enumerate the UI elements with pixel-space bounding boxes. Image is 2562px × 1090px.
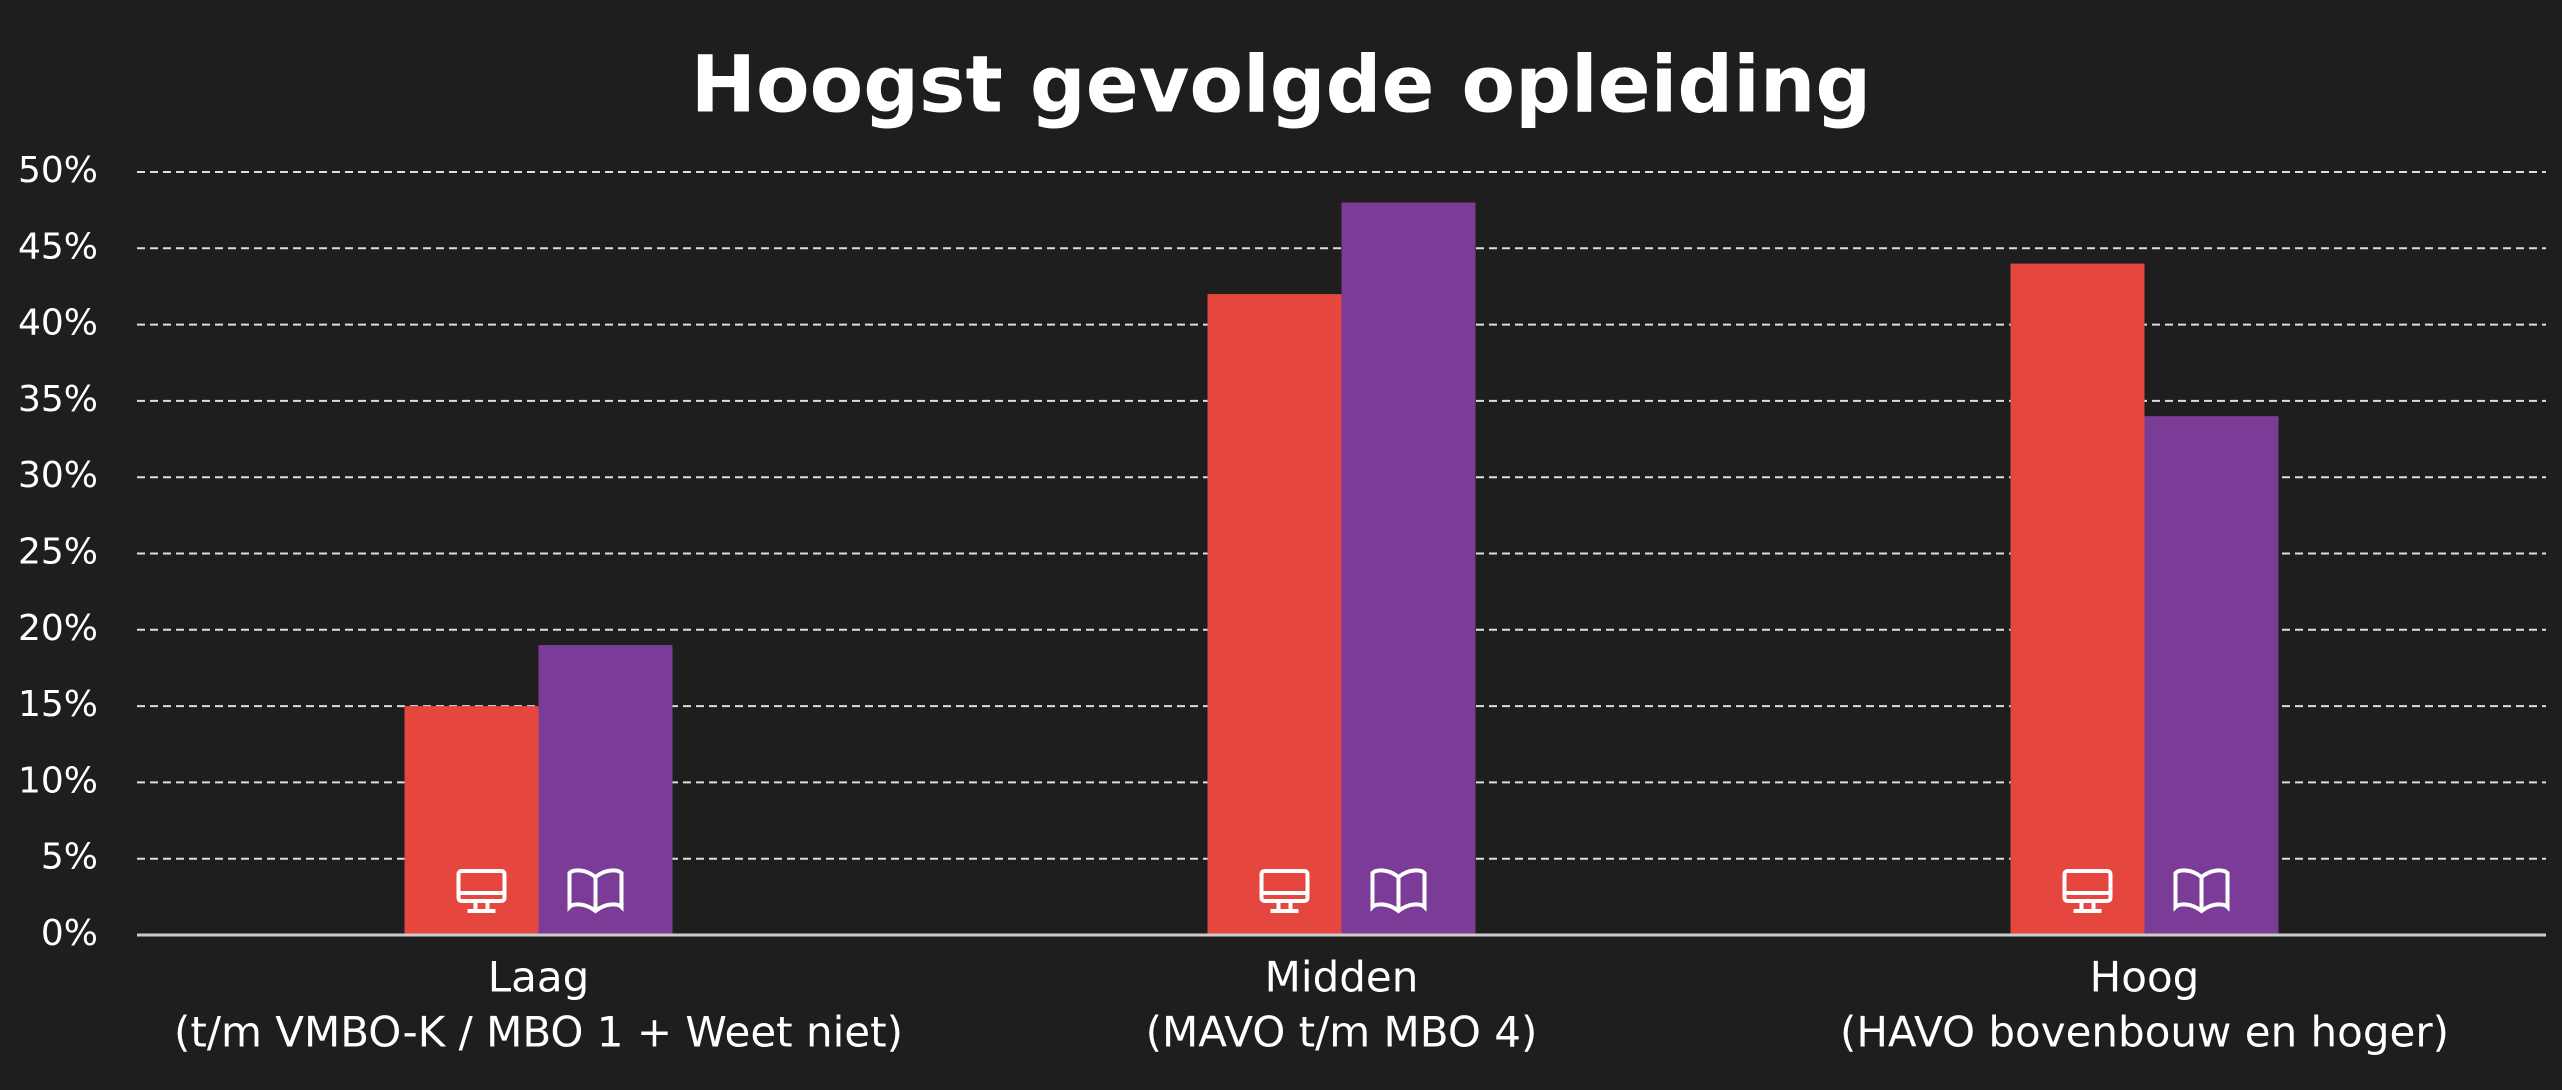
- x-tick-label: (t/m VMBO-K / MBO 1 + Weet niet): [174, 1008, 903, 1057]
- x-tick-label: Midden: [1265, 953, 1419, 1002]
- bar: [538, 645, 673, 935]
- y-tick-label: 0%: [41, 913, 98, 954]
- icon-shape: [567, 868, 624, 914]
- y-tick-label: 15%: [18, 684, 98, 725]
- chart-title: Hoogst gevolgde opleiding: [691, 40, 1872, 130]
- icon-shape: [456, 869, 507, 903]
- y-tick-label: 10%: [18, 760, 98, 801]
- y-tick-label: 45%: [18, 226, 98, 267]
- x-tick-label: Hoog: [2090, 953, 2200, 1002]
- icon-shape: [1259, 869, 1310, 903]
- bar: [1341, 202, 1476, 935]
- book-icon: [1370, 868, 1427, 914]
- y-tick-label: 40%: [18, 303, 98, 344]
- icon-shape: [2173, 868, 2230, 914]
- screen-icon: [2062, 869, 2113, 913]
- y-tick-label: 50%: [18, 150, 98, 191]
- bar: [2010, 263, 2145, 935]
- book-icon: [567, 868, 624, 914]
- x-tick-label: (MAVO t/m MBO 4): [1146, 1008, 1538, 1057]
- y-tick-label: 25%: [18, 532, 98, 573]
- x-tick-label: (HAVO bovenbouw en hoger): [1840, 1008, 2449, 1057]
- bar: [2144, 416, 2279, 935]
- screen-icon: [456, 869, 507, 913]
- icon-shape: [2062, 869, 2113, 903]
- screen-icon: [1259, 869, 1310, 913]
- x-tick-label: Laag: [488, 953, 590, 1002]
- book-icon: [2173, 868, 2230, 914]
- y-tick-label: 35%: [18, 379, 98, 420]
- y-tick-label: 30%: [18, 455, 98, 496]
- bar: [404, 706, 539, 935]
- y-tick-label: 5%: [41, 837, 98, 878]
- bar: [1207, 294, 1342, 936]
- icon-shape: [1370, 868, 1427, 914]
- y-tick-label: 20%: [18, 608, 98, 649]
